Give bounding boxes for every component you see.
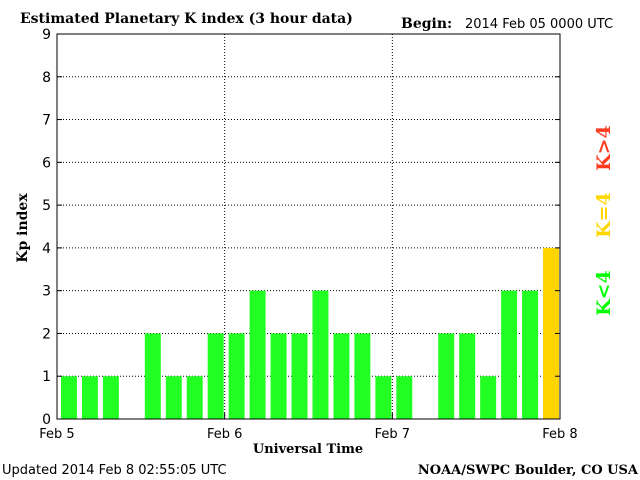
y-tick-label: 8	[42, 70, 51, 86]
y-tick-label: 9	[42, 27, 51, 43]
x-tick-label: Feb 5	[39, 427, 74, 442]
y-tick-label: 3	[42, 284, 51, 300]
legend-item: K>4	[593, 125, 615, 171]
x-tick-label: Feb 8	[542, 427, 577, 442]
kp-bar	[186, 376, 203, 419]
legend-item: K<4	[593, 270, 615, 316]
legend: K<4 K=4 K>4	[593, 125, 615, 316]
y-tick-label: 1	[42, 369, 51, 385]
kp-bar	[270, 333, 287, 419]
x-axis-label: Universal Time	[253, 442, 363, 457]
kp-bar	[249, 290, 266, 419]
kp-bar	[522, 290, 539, 419]
kp-bar	[228, 333, 245, 419]
grid-lines	[57, 34, 560, 419]
source-credit: NOAA/SWPC Boulder, CO USA	[418, 463, 639, 478]
kp-bar	[354, 333, 371, 419]
kp-bar	[396, 376, 413, 419]
begin-label: Begin:	[401, 16, 452, 32]
plot-frame	[56, 33, 561, 420]
begin-value: 2014 Feb 05 0000 UTC	[465, 17, 613, 32]
bars	[61, 247, 559, 419]
kp-bar	[81, 376, 98, 419]
y-tick-label: 0	[42, 412, 51, 428]
legend-item: K=4	[593, 192, 615, 238]
y-tick-label: 6	[42, 155, 51, 171]
kp-bar	[459, 333, 476, 419]
updated-timestamp: Updated 2014 Feb 8 02:55:05 UTC	[2, 463, 227, 478]
kp-bar	[61, 376, 77, 419]
y-tick-label: 2	[42, 326, 51, 342]
kp-bar	[333, 333, 350, 419]
kp-bar	[102, 376, 119, 419]
y-tick-label: 5	[42, 198, 51, 214]
kp-bar	[207, 333, 224, 419]
kp-bar	[165, 376, 182, 419]
kp-bar	[438, 333, 455, 419]
kp-bar	[501, 290, 518, 419]
y-tick-label: 7	[42, 113, 51, 129]
y-tick-label: 4	[42, 241, 51, 257]
kp-bar	[480, 376, 497, 419]
y-axis-label: Kp index	[15, 193, 31, 263]
chart-title: Estimated Planetary K index (3 hour data…	[20, 11, 353, 27]
kp-bar	[375, 376, 392, 419]
ticks: 0 1 2 3 4 5 6 7 8 9 Feb 5 Feb 6 Feb 7 Feb 8	[39, 27, 577, 442]
kp-bar	[291, 333, 308, 419]
kp-bar	[312, 290, 329, 419]
x-tick-label: Feb 6	[207, 427, 242, 442]
kp-bar	[144, 333, 161, 419]
x-tick-label: Feb 7	[375, 427, 410, 442]
